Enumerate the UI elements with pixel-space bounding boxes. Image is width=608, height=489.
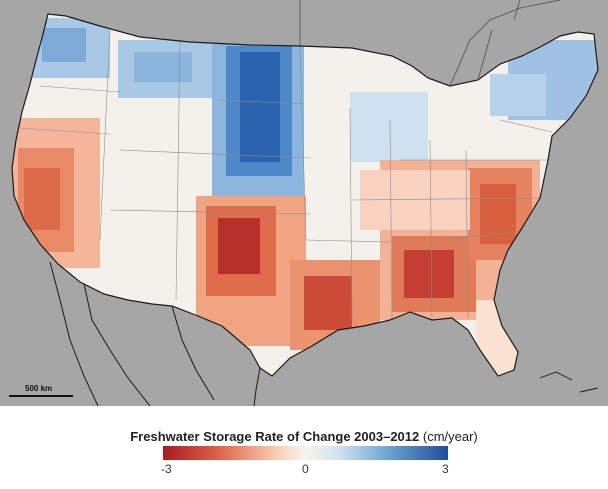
color-legend: Freshwater Storage Rate of Change 2003–2… [0, 406, 608, 489]
loss-patch-florida [476, 300, 524, 376]
legend-title: Freshwater Storage Rate of Change 2003–2… [130, 429, 420, 444]
gain-patch-dakotas-core [240, 52, 280, 162]
caribbean-islands [539, 371, 599, 393]
legend-tick-mid: 0 [302, 462, 309, 476]
legend-tick-min: -3 [161, 462, 172, 476]
scale-bar-line [9, 395, 73, 397]
gain-patch-pacific-northwest-core [42, 28, 86, 62]
map-panel: 500 km [0, 0, 608, 406]
scale-bar-label: 500 km [25, 384, 53, 393]
state-borders [19, 29, 553, 321]
gain-patch-montana [134, 52, 192, 82]
mexico-coast [83, 283, 261, 406]
freshwater-change-map [11, 0, 599, 406]
loss-patch-texas-panhandle-core [218, 218, 260, 274]
legend-title-row: Freshwater Storage Rate of Change 2003–2… [0, 429, 608, 444]
loss-patch-louisiana [304, 276, 352, 330]
gain-patch-great-lakes [350, 92, 428, 162]
legend-tick-max: 3 [442, 462, 449, 476]
legend-units: (cm/year) [422, 429, 478, 444]
legend-color-bar [163, 446, 448, 460]
canada-border-east [299, 0, 561, 87]
baja-coast [49, 261, 99, 406]
loss-patch-central-valley-core [24, 168, 60, 230]
gain-patch-new-york [490, 74, 546, 116]
storage-change-field [12, 18, 598, 376]
scale-bar: 500 km [9, 384, 73, 398]
us-outline [11, 13, 599, 377]
loss-patch-georgia-core [404, 250, 454, 298]
loss-patch-carolinas-core [480, 184, 516, 244]
